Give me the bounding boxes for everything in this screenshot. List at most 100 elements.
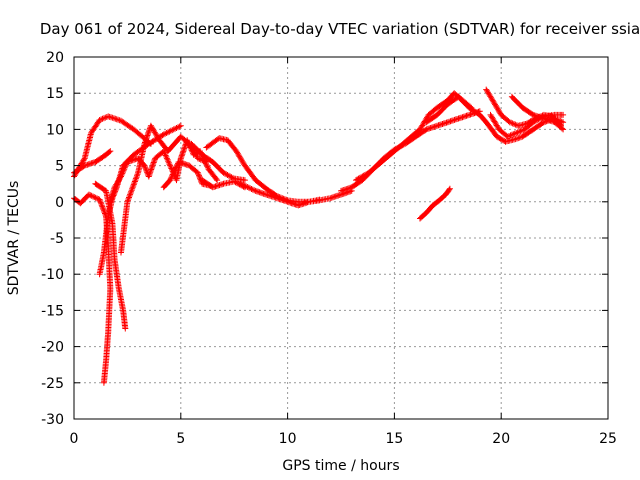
data-point xyxy=(113,186,116,189)
data-point xyxy=(504,140,507,143)
series-arc-12 xyxy=(237,180,323,209)
data-point xyxy=(94,182,97,185)
data-point xyxy=(205,161,208,163)
data-point xyxy=(297,201,300,203)
data-point xyxy=(406,139,409,142)
data-point xyxy=(180,124,182,127)
data-point xyxy=(318,198,321,201)
data-point xyxy=(120,119,122,122)
data-point xyxy=(543,121,545,123)
data-point xyxy=(532,128,535,131)
data-point xyxy=(216,179,218,181)
data-point xyxy=(350,190,353,192)
data-point xyxy=(107,331,109,333)
data-point xyxy=(479,114,481,116)
series-arc-19 xyxy=(508,93,567,133)
data-point xyxy=(222,182,225,185)
data-point xyxy=(201,182,203,185)
data-point xyxy=(521,135,524,138)
data-point xyxy=(498,128,500,131)
data-point xyxy=(254,190,257,192)
data-point xyxy=(521,106,524,109)
data-point xyxy=(124,327,127,330)
data-point xyxy=(515,132,517,134)
series-arc-9 xyxy=(188,140,248,184)
y-tick-label: 5 xyxy=(55,159,64,175)
data-point xyxy=(436,114,438,116)
data-point xyxy=(162,186,165,189)
data-point xyxy=(380,161,383,163)
data-point xyxy=(122,309,124,312)
data-point xyxy=(109,287,112,290)
y-tick-label: -15 xyxy=(41,303,64,319)
data-point xyxy=(340,193,342,196)
data-point xyxy=(103,382,105,384)
data-point xyxy=(180,135,182,138)
data-point xyxy=(133,153,135,156)
data-point xyxy=(562,114,564,116)
y-tick-label: 10 xyxy=(46,122,64,138)
data-point xyxy=(235,150,238,152)
data-point xyxy=(244,179,246,181)
data-point xyxy=(167,150,169,152)
series-arc-14 xyxy=(353,90,475,184)
data-point xyxy=(436,106,438,109)
data-point xyxy=(88,193,90,196)
data-point xyxy=(479,110,481,113)
data-point xyxy=(350,186,353,189)
data-point xyxy=(169,164,171,167)
y-tick-label: -20 xyxy=(41,340,64,356)
data-point xyxy=(523,128,526,131)
data-point xyxy=(425,211,428,214)
data-point xyxy=(447,121,449,123)
data-point xyxy=(444,193,447,196)
x-tick-label: 25 xyxy=(599,431,617,447)
data-point xyxy=(147,143,150,145)
data-point xyxy=(158,139,161,142)
data-point xyxy=(98,198,101,201)
data-point xyxy=(491,99,494,102)
x-tick-label: 0 xyxy=(70,431,79,447)
data-point xyxy=(449,187,451,190)
data-point xyxy=(150,124,152,127)
data-point xyxy=(190,143,193,145)
data-point xyxy=(141,135,144,138)
data-layer xyxy=(71,86,567,386)
data-point xyxy=(147,175,150,178)
y-tick-label: -25 xyxy=(41,376,64,392)
data-point xyxy=(532,114,535,116)
data-point xyxy=(239,182,242,185)
data-point xyxy=(511,96,513,98)
data-point xyxy=(355,179,357,181)
data-point xyxy=(513,138,515,141)
data-point xyxy=(447,103,449,105)
data-point xyxy=(126,161,129,163)
data-point xyxy=(436,124,438,127)
data-point xyxy=(98,273,101,276)
data-point xyxy=(562,121,564,123)
data-point xyxy=(297,204,300,207)
data-point xyxy=(103,251,105,254)
data-point xyxy=(517,124,520,127)
data-point xyxy=(105,360,107,362)
data-point xyxy=(105,153,107,156)
series-arc-8 xyxy=(160,159,214,191)
data-point xyxy=(201,179,203,181)
data-point xyxy=(233,180,235,183)
data-point xyxy=(120,175,122,178)
data-point xyxy=(276,197,278,199)
data-point xyxy=(553,114,556,116)
data-point xyxy=(177,161,180,163)
data-point xyxy=(218,137,221,139)
data-point xyxy=(98,119,101,121)
data-point xyxy=(340,190,342,192)
y-axis-title: SDTVAR / TECUs xyxy=(6,181,22,296)
data-point xyxy=(457,117,460,120)
data-point xyxy=(543,117,545,120)
data-point xyxy=(111,222,114,225)
data-point xyxy=(109,150,112,152)
data-point xyxy=(468,114,470,116)
data-point xyxy=(90,132,92,134)
data-point xyxy=(162,133,165,136)
data-point xyxy=(427,114,430,116)
